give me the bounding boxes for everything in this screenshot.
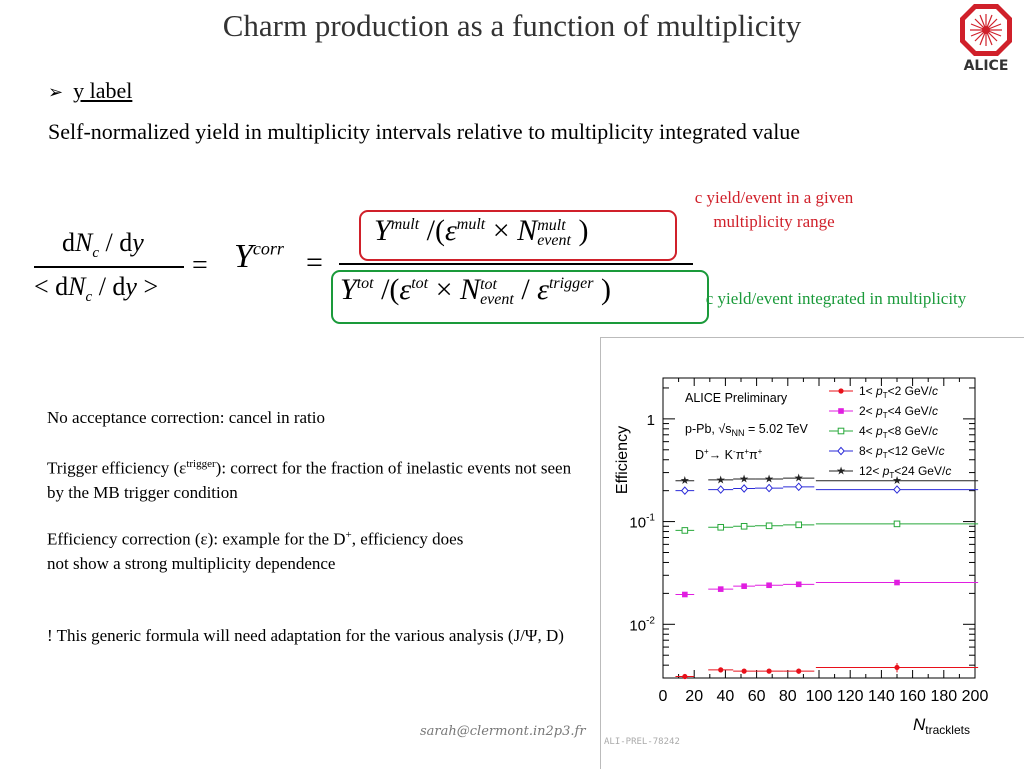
- data-point: ★: [794, 473, 804, 485]
- data-point: [741, 583, 747, 589]
- data-point: [716, 485, 725, 494]
- data-point: [765, 522, 773, 530]
- y-tick-label: 1: [647, 412, 655, 429]
- bullet-label: y label: [73, 78, 133, 103]
- note-acceptance: No acceptance correction: cancel in rati…: [47, 408, 325, 427]
- bullet-arrow-icon: ➢: [48, 82, 64, 102]
- data-point: ★: [836, 466, 846, 478]
- equals-sign-2: =: [306, 246, 323, 279]
- data-point: [741, 668, 747, 674]
- data-point: [765, 483, 773, 493]
- annotation-green: c yield/event integrated in multiplicity: [705, 289, 967, 308]
- lhs-fraction-bar: [34, 266, 184, 268]
- data-point: [794, 482, 803, 492]
- intro-text: Self-normalized yield in multiplicity in…: [48, 119, 801, 144]
- y-tick-label: 10-1: [629, 513, 655, 532]
- bullet-heading: ➢ y label: [48, 78, 132, 104]
- data-point: [894, 579, 900, 586]
- x-tick-label: 180: [930, 688, 957, 705]
- x-tick-label: 40: [717, 688, 735, 705]
- annotation-red: c yield/event in a given multiplicity ra…: [694, 188, 854, 231]
- footer-prel-id: ALI-PREL-78242: [604, 737, 680, 747]
- ratio-fraction-bar: [339, 263, 693, 265]
- legend-entry: 1< pT<2 GeV/c: [859, 384, 938, 400]
- data-point: [796, 668, 802, 674]
- series-3: [675, 482, 979, 496]
- lhs-denominator: < dNc / dy >: [34, 272, 159, 306]
- denominator-box-green: [331, 270, 709, 324]
- numerator-box-red: [359, 210, 677, 261]
- series-1: [675, 579, 979, 598]
- page-title: Charm production as a function of multip…: [222, 8, 802, 43]
- data-point: [838, 388, 844, 394]
- data-point: [717, 586, 724, 592]
- alice-logo: ALICE: [960, 4, 1012, 74]
- data-point: [837, 427, 845, 435]
- x-tick-label: 140: [868, 688, 895, 705]
- logo-text: ALICE: [964, 58, 1009, 74]
- series-4: ★ ★ ★ ★ ★ ★: [675, 473, 979, 487]
- x-tick-label: 80: [779, 688, 797, 705]
- legend-entry: 8< pT<12 GeV/c: [859, 444, 945, 460]
- series-0: [675, 662, 979, 680]
- data-point: [795, 581, 802, 588]
- efficiency-chart: 0 20 40 60 80 100 120 140 160 180 200 10-210-11 ★ ★…: [614, 377, 989, 737]
- note-efficiency: Efficiency correction (ε): example for t…: [47, 529, 464, 573]
- y-corr: Ycorr: [234, 238, 284, 275]
- footer-email: sarah@clermont.in2p3.fr: [420, 724, 586, 739]
- x-tick-label: 100: [806, 688, 833, 705]
- x-tick-label: 120: [837, 688, 864, 705]
- data-point: [718, 667, 724, 673]
- plot-panel: 0 20 40 60 80 100 120 140 160 180 200 10-2 10-1 1 ★ ★…: [600, 337, 1024, 769]
- data-point: [740, 484, 748, 493]
- x-tick-label: 20: [685, 688, 703, 705]
- chart-title-preliminary: ALICE Preliminary: [685, 391, 788, 405]
- data-point: [766, 668, 772, 674]
- series-2: [675, 520, 979, 534]
- data-point: ★: [739, 473, 749, 485]
- note-trigger: Trigger efficiency (εtrigger): correct f…: [47, 458, 572, 502]
- data-point: [894, 664, 900, 671]
- data-point: [838, 408, 844, 414]
- data-point: [795, 521, 803, 529]
- x-tick-label: 160: [899, 688, 926, 705]
- y-tick-label: 10-2: [629, 615, 655, 634]
- lhs-numerator: dNc / dy: [62, 228, 144, 262]
- equals-sign-1: =: [192, 250, 208, 281]
- data-point: [717, 523, 725, 531]
- data-point: ★: [680, 475, 690, 487]
- data-point: [682, 591, 688, 598]
- chart-decay-label: D+→ K-π+π+: [695, 447, 763, 462]
- data-point: [681, 527, 689, 534]
- x-tick-label: 200: [962, 688, 989, 705]
- chart-system-label: p-Pb, √sNN = 5.02 TeV: [685, 422, 808, 438]
- data-point: ★: [764, 473, 774, 485]
- data-point: ★: [892, 475, 902, 487]
- x-tick-label: 60: [748, 688, 766, 705]
- data-point: ★: [716, 474, 726, 486]
- legend-entry: 12< pT<24 GeV/c: [859, 464, 951, 480]
- data-point: [680, 486, 689, 496]
- data-point: [682, 673, 688, 680]
- x-axis-label: Ntracklets: [913, 715, 970, 737]
- data-point: [740, 522, 748, 530]
- legend-entry: 4< pT<8 GeV/c: [859, 424, 938, 440]
- data-point: [893, 485, 901, 494]
- y-axis-label: Efficiency: [614, 426, 631, 494]
- data-point: [837, 446, 845, 456]
- legend-entry: 2< pT<4 GeV/c: [859, 404, 938, 420]
- data-point: [893, 520, 901, 528]
- note-adaptation: ! This generic formula will need adaptat…: [47, 626, 564, 645]
- data-point: [766, 582, 772, 589]
- x-tick-label: 0: [659, 688, 668, 705]
